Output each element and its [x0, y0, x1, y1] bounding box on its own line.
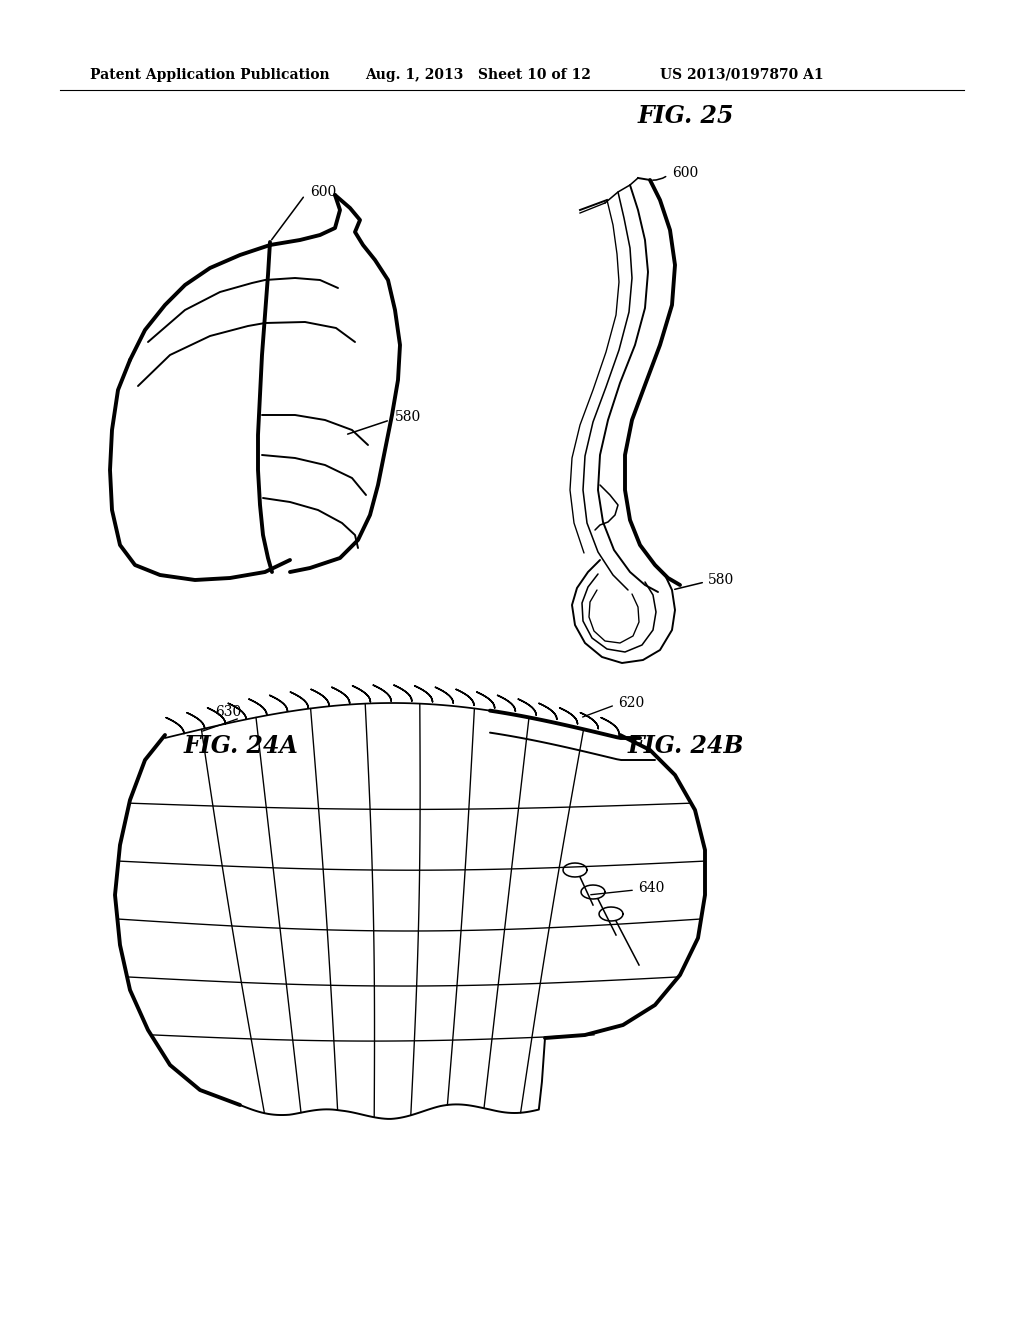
Text: Patent Application Publication: Patent Application Publication: [90, 69, 330, 82]
Text: FIG. 24B: FIG. 24B: [628, 734, 744, 758]
Text: 580: 580: [395, 411, 421, 424]
Text: 640: 640: [638, 880, 665, 895]
Text: FIG. 24A: FIG. 24A: [183, 734, 298, 758]
Text: 600: 600: [672, 166, 698, 180]
Text: 580: 580: [708, 573, 734, 587]
Text: 630: 630: [215, 705, 242, 719]
Text: 600: 600: [310, 185, 336, 199]
Text: Aug. 1, 2013   Sheet 10 of 12: Aug. 1, 2013 Sheet 10 of 12: [365, 69, 591, 82]
Text: 620: 620: [618, 696, 644, 710]
Text: US 2013/0197870 A1: US 2013/0197870 A1: [660, 69, 823, 82]
Text: FIG. 25: FIG. 25: [638, 104, 734, 128]
